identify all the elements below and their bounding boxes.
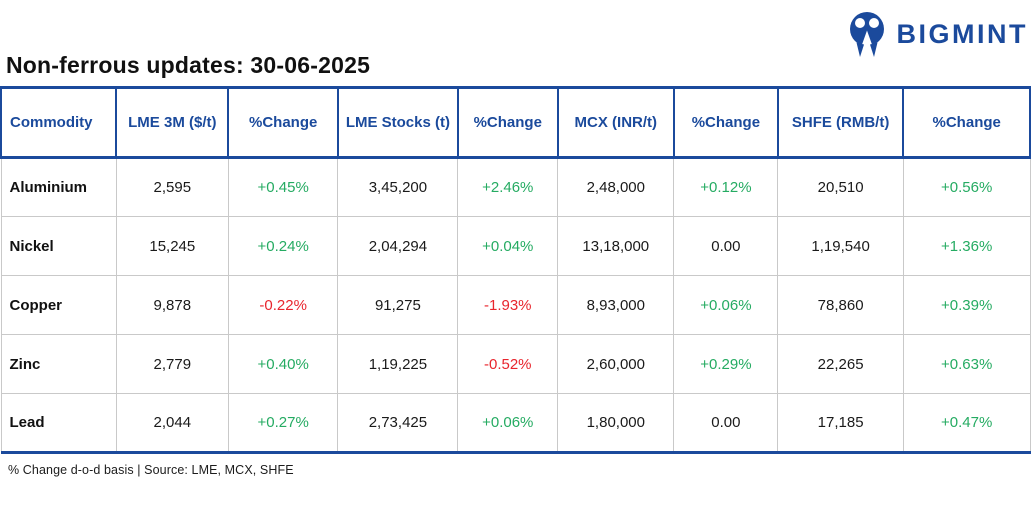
value-cell: +0.56%	[902, 157, 1031, 217]
value-cell: -0.52%	[457, 334, 559, 394]
value-cell: +0.40%	[227, 334, 339, 394]
value-cell: 2,044	[115, 393, 229, 454]
value-cell: 91,275	[337, 275, 459, 335]
value-cell: 8,93,000	[557, 275, 675, 335]
commodity-cell: Zinc	[0, 334, 117, 394]
brand-name: BIGMINT	[896, 18, 1028, 49]
column-header: MCX (INR/t)	[556, 86, 675, 159]
column-header: LME Stocks (t)	[336, 86, 459, 159]
value-cell: 13,18,000	[557, 216, 675, 276]
commodity-cell: Aluminium	[0, 157, 117, 217]
value-cell: 20,510	[777, 157, 904, 217]
value-cell: +0.06%	[673, 275, 779, 335]
column-header: %Change	[227, 86, 339, 159]
page-title: Non-ferrous updates: 30-06-2025	[6, 52, 371, 78]
value-cell: 3,45,200	[337, 157, 459, 217]
value-cell: +0.06%	[457, 393, 559, 454]
table-row: Aluminium 2,595 +0.45% 3,45,200 +2.46% 2,48,0…	[0, 157, 1031, 217]
value-cell: +2.46%	[457, 157, 559, 217]
value-cell: 2,73,425	[337, 393, 459, 454]
value-cell: +0.04%	[457, 216, 559, 276]
value-cell: 9,878	[115, 275, 229, 335]
value-cell: +0.29%	[673, 334, 779, 394]
value-cell: +1.36%	[902, 216, 1031, 276]
commodity-cell: Nickel	[0, 216, 117, 276]
header-row: Commodity LME 3M ($/t) %Change LME Stocks (…	[0, 86, 1031, 159]
value-cell: 2,48,000	[557, 157, 675, 217]
value-cell: 1,19,225	[337, 334, 459, 394]
value-cell: 2,595	[115, 157, 229, 217]
value-cell: 15,245	[115, 216, 229, 276]
value-cell: 78,860	[777, 275, 904, 335]
header-bar: BIGMINT	[0, 0, 1034, 57]
column-header: SHFE (RMB/t)	[776, 86, 905, 159]
column-header: Commodity	[0, 86, 118, 159]
value-cell: 0.00	[673, 216, 779, 276]
column-header: %Change	[456, 86, 559, 159]
value-cell: -0.22%	[227, 275, 339, 335]
source-footnote: % Change d-o-d basis | Source: LME, MCX,…	[8, 463, 294, 477]
value-cell: +0.27%	[227, 393, 339, 454]
commodity-cell: Lead	[0, 393, 117, 454]
value-cell: +0.47%	[902, 393, 1031, 454]
column-header: LME 3M ($/t)	[115, 86, 230, 159]
value-cell: -1.93%	[457, 275, 559, 335]
value-cell: 2,60,000	[557, 334, 675, 394]
column-header: %Change	[672, 86, 779, 159]
commodity-cell: Copper	[0, 275, 117, 335]
value-cell: +0.45%	[227, 157, 339, 217]
value-cell: +0.24%	[227, 216, 339, 276]
value-cell: 2,779	[115, 334, 229, 394]
value-cell: +0.39%	[902, 275, 1031, 335]
bigmint-logo: BIGMINT	[845, 10, 1029, 58]
commodity-price-table: Commodity LME 3M ($/t) %Change LME Stocks (…	[0, 86, 1031, 454]
table-body: Aluminium 2,595 +0.45% 3,45,200 +2.46% 2,48,0…	[0, 157, 1031, 454]
value-cell: 2,04,294	[337, 216, 459, 276]
value-cell: +0.63%	[902, 334, 1031, 394]
value-cell: 1,80,000	[557, 393, 675, 454]
value-cell: 22,265	[777, 334, 904, 394]
value-cell: 0.00	[673, 393, 779, 454]
column-header: %Change	[902, 86, 1031, 159]
table-row: Nickel 15,245 +0.24% 2,04,294 +0.04% 13,18,00…	[0, 216, 1031, 276]
bigmint-people-icon	[849, 12, 884, 57]
table-row: Lead 2,044 +0.27% 2,73,425 +0.06% 1,80,000 0.0…	[0, 393, 1031, 454]
table-row: Copper 9,878 -0.22% 91,275 -1.93% 8,93,000 +0.…	[0, 275, 1031, 335]
table-row: Zinc 2,779 +0.40% 1,19,225 -0.52% 2,60,000 +0.…	[0, 334, 1031, 394]
value-cell: 1,19,540	[777, 216, 904, 276]
value-cell: +0.12%	[673, 157, 779, 217]
table-header: Commodity LME 3M ($/t) %Change LME Stocks (…	[0, 86, 1031, 159]
value-cell: 17,185	[777, 393, 904, 454]
